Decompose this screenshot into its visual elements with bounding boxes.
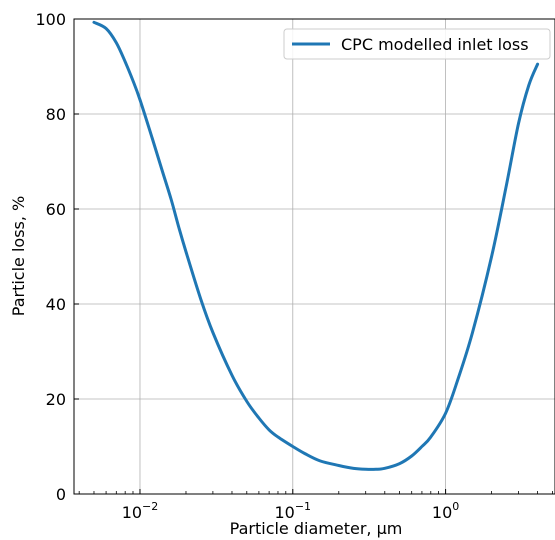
x-tick-label: 10−1 <box>274 500 311 522</box>
legend-label: CPC modelled inlet loss <box>341 35 529 54</box>
y-tick-label: 20 <box>46 390 66 409</box>
series-layer <box>92 20 540 471</box>
series-line-0 <box>92 20 540 471</box>
legend: CPC modelled inlet loss <box>283 28 551 60</box>
x-axis-label: Particle diameter, μm <box>230 519 403 538</box>
y-tick-label: 0 <box>56 485 66 504</box>
y-tick-label: 60 <box>46 200 66 219</box>
y-tick-label: 100 <box>35 10 66 29</box>
ticks: 0 20 40 60 80 100 10−2 10−1 100 <box>35 10 553 522</box>
grid <box>74 19 555 494</box>
y-axis-label: Particle loss, % <box>9 196 28 316</box>
plot-frame <box>73 18 555 495</box>
x-tick-label: 10−2 <box>122 500 159 522</box>
y-tick-label: 80 <box>46 105 66 124</box>
x-tick-label: 100 <box>432 500 459 522</box>
y-tick-label: 40 <box>46 295 66 314</box>
legend-box <box>283 28 551 60</box>
